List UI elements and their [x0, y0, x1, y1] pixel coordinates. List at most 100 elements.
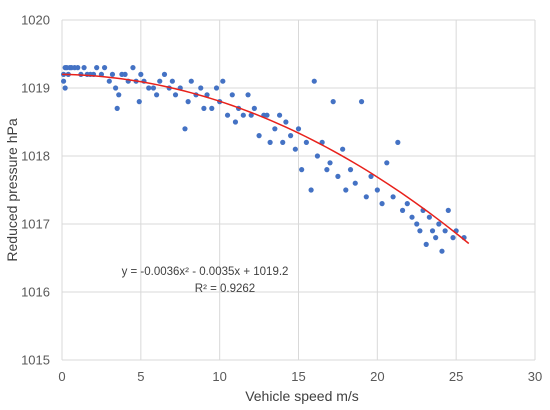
x-tick-label-3: 15 — [291, 369, 305, 384]
data-point — [161, 71, 168, 77]
data-point — [81, 65, 87, 71]
data-point — [240, 112, 246, 118]
data-point — [343, 187, 349, 193]
data-point — [172, 92, 179, 98]
data-point — [414, 221, 420, 227]
data-point — [330, 99, 336, 105]
x-tick-label-1: 5 — [137, 369, 144, 384]
data-point — [347, 167, 354, 173]
data-point — [198, 85, 204, 91]
data-point — [169, 78, 175, 84]
data-points — [60, 65, 467, 254]
data-point — [220, 78, 226, 84]
data-point — [114, 105, 120, 111]
data-point — [340, 146, 346, 152]
x-axis-tick-labels: 0 5 10 15 20 25 30 — [58, 369, 542, 384]
data-point — [390, 194, 396, 200]
y-tick-label-2: 1017 — [21, 217, 50, 232]
data-point — [229, 92, 235, 98]
data-point — [445, 207, 451, 213]
data-point — [60, 78, 67, 84]
x-tick-label-4: 20 — [370, 369, 384, 384]
data-point — [379, 201, 385, 207]
data-point — [429, 228, 436, 234]
data-point — [138, 71, 144, 77]
data-point — [256, 133, 262, 139]
y-tick-label-4: 1019 — [21, 81, 50, 96]
y-axis-title: Reduced pressure hPa — [4, 118, 20, 261]
data-point — [188, 78, 194, 84]
data-point — [426, 214, 432, 220]
data-point — [213, 85, 220, 91]
data-point — [311, 78, 317, 84]
data-point — [303, 139, 309, 145]
data-point — [130, 65, 136, 71]
data-point — [245, 92, 251, 98]
data-point — [251, 105, 257, 111]
data-point — [267, 139, 273, 145]
x-axis-title: Vehicle speed m/s — [245, 388, 359, 404]
trendline-equation: y = -0.0036x² - 0.0035x + 1019.2 — [122, 266, 289, 278]
data-point — [442, 228, 448, 234]
data-point — [358, 99, 365, 105]
data-point — [395, 139, 401, 145]
data-point — [399, 207, 406, 213]
r-squared-label: R² = 0.9262 — [195, 283, 255, 295]
data-point — [276, 112, 283, 118]
data-point — [417, 228, 423, 234]
data-point — [288, 133, 294, 139]
data-point — [248, 112, 254, 118]
data-point — [324, 167, 330, 173]
data-point — [283, 119, 289, 125]
data-point — [308, 187, 314, 193]
data-point — [209, 105, 215, 111]
data-point — [409, 214, 415, 220]
data-point — [335, 173, 341, 179]
data-point — [224, 112, 231, 118]
x-tick-label-0: 0 — [58, 369, 65, 384]
data-point — [94, 65, 100, 71]
data-point — [182, 126, 188, 132]
data-point — [154, 92, 160, 98]
data-point — [384, 160, 390, 166]
x-tick-label-2: 10 — [212, 369, 226, 384]
data-point — [122, 71, 128, 77]
data-point — [314, 153, 321, 159]
y-axis-tick-labels: 1015 1016 1017 1018 1019 1020 — [21, 13, 50, 368]
data-point — [109, 71, 116, 77]
y-tick-label-3: 1018 — [21, 149, 50, 164]
x-tick-label-6: 30 — [528, 369, 542, 384]
data-point — [157, 78, 163, 84]
data-point — [272, 126, 278, 132]
y-tick-label-0: 1015 — [21, 353, 50, 368]
data-point — [62, 85, 68, 91]
data-point — [232, 119, 239, 125]
gridlines — [61, 19, 536, 361]
data-point — [374, 187, 380, 193]
data-point — [146, 85, 152, 91]
data-point — [106, 78, 112, 84]
data-point — [136, 99, 142, 105]
trendline — [61, 73, 470, 245]
data-point — [450, 235, 456, 241]
data-point — [295, 126, 302, 132]
data-point — [327, 160, 333, 166]
data-point — [352, 180, 358, 186]
data-point — [280, 139, 286, 145]
data-point — [404, 201, 410, 207]
y-tick-label-5: 1020 — [21, 13, 50, 28]
data-point — [185, 99, 191, 105]
data-point — [204, 92, 210, 98]
data-point — [292, 146, 298, 152]
data-point — [113, 85, 119, 91]
data-point — [439, 248, 445, 254]
data-point — [368, 173, 374, 179]
data-point — [101, 65, 108, 71]
x-tick-label-5: 25 — [449, 369, 463, 384]
data-point — [436, 221, 442, 227]
data-point — [264, 112, 270, 118]
data-point — [423, 241, 429, 247]
data-point — [433, 235, 439, 241]
